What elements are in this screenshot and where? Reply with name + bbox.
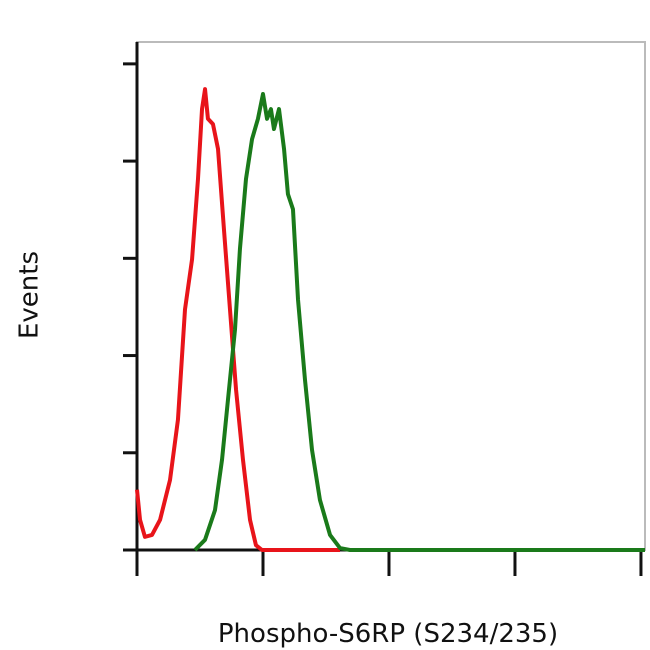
histogram-line	[193, 92, 645, 552]
x-axis-label: Phospho-S6RP (S234/235)	[218, 619, 558, 649]
plot-frame	[136, 41, 646, 551]
histogram-line	[135, 87, 340, 552]
y-axis-label: Events	[15, 251, 45, 339]
